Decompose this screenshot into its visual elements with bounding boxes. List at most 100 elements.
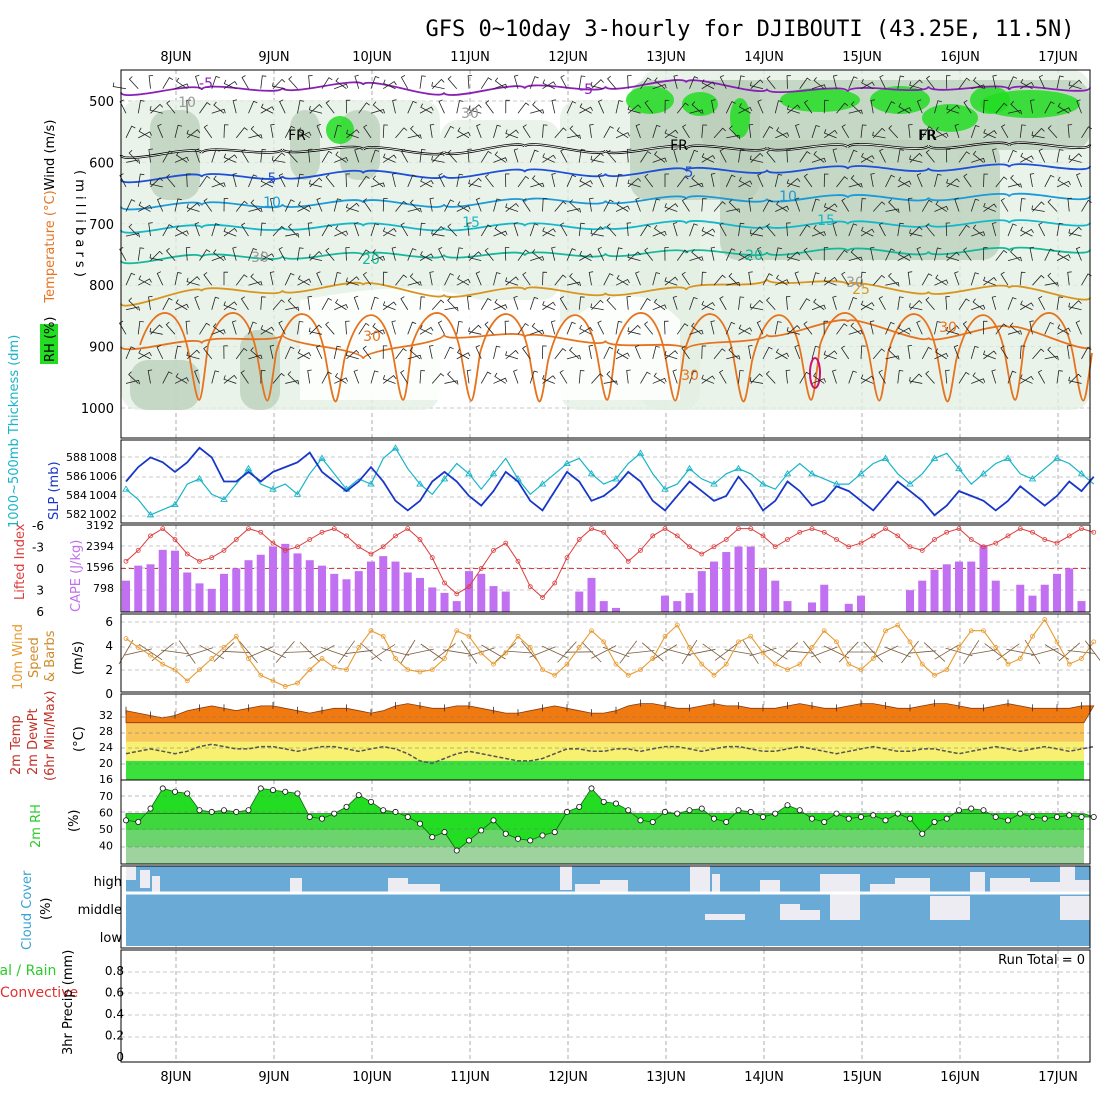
cape-bar [220, 574, 228, 612]
cloud-gap [1060, 896, 1090, 920]
slp-label: SLP (mb) [47, 461, 62, 520]
rh-point [956, 808, 961, 813]
cape-bar [600, 601, 608, 612]
contour-label: 30 [363, 329, 381, 345]
cloud-label: Cloud Cover [20, 870, 35, 950]
cape-bar [232, 568, 240, 612]
contour-label: 10 [779, 189, 797, 205]
rh-point [687, 808, 692, 813]
cape-tick: 798 [93, 582, 114, 595]
rh-high-blob [682, 92, 718, 116]
rh-point [613, 801, 618, 806]
rh-point [907, 816, 912, 821]
cape-bar [404, 572, 412, 612]
cloud-gap [140, 870, 150, 888]
contour-label: 20 [362, 252, 380, 268]
ylabel-temp: Temperature (°C) [43, 190, 58, 303]
cloud-gap [820, 874, 860, 892]
cloud-gap [1075, 880, 1090, 892]
rh-point [393, 809, 398, 814]
cape-label: CAPE (J/kg) [69, 540, 84, 612]
rh-point [969, 806, 974, 811]
rh-point [209, 809, 214, 814]
rh-point [123, 818, 128, 823]
rh-label: 2m RH [29, 804, 44, 848]
cape-bar [490, 586, 498, 612]
cape-bar [306, 560, 314, 612]
cape-bar [992, 581, 1000, 612]
contour-label: 15 [462, 215, 480, 231]
cape-bar [698, 571, 706, 612]
rh-point [773, 811, 778, 816]
pressure-tick: 800 [89, 279, 114, 294]
pressure-tick: 1000 [81, 402, 114, 417]
day-label-bottom: 15JUN [842, 1070, 882, 1085]
rh-point [1054, 814, 1059, 819]
wind-tick: 4 [105, 639, 113, 653]
rh-tick: 60 [99, 807, 113, 820]
thick-tick: 582 [66, 508, 87, 521]
cape-tick: 2394 [86, 540, 114, 553]
cape-bar [196, 583, 204, 612]
cape-bar [588, 578, 596, 612]
rh-point [148, 806, 153, 811]
cape-bar [379, 556, 387, 612]
precip-tick: 0.6 [105, 986, 124, 1000]
thick-tick: 584 [66, 489, 87, 502]
day-label-top: 17JUN [1038, 50, 1078, 65]
cape-bar [710, 562, 718, 612]
thick-label: 1000~500mb Thickness (dm) [7, 335, 22, 528]
cape-bar [318, 566, 326, 612]
rh-point [981, 808, 986, 813]
rh-point [944, 816, 949, 821]
cape-bar [269, 547, 277, 612]
chart-title: GFS 0~10day 3-hourly for DJIBOUTI (43.25… [425, 17, 1074, 42]
contour-label: 10 [263, 195, 281, 211]
ylabel-wind: Wind (m/s) [43, 120, 58, 191]
rh-point [883, 818, 888, 823]
cape-bar [1065, 568, 1073, 612]
upper-yunits: ( m i l l i b a r s ) [72, 170, 87, 277]
thick-tick: 586 [66, 470, 87, 483]
rh-point [136, 819, 141, 824]
rh-point [344, 804, 349, 809]
rh-point [920, 831, 925, 836]
rh-point [736, 808, 741, 813]
rh-point [662, 809, 667, 814]
temp-label-line: 2m Temp [9, 715, 24, 775]
rh-point [577, 804, 582, 809]
li-tick: -3 [32, 541, 44, 555]
rh-band-mid [126, 830, 1084, 847]
contour-label: -5 [579, 82, 593, 98]
precip-label-total: tal / Rain [0, 963, 56, 979]
rh-shade-mid [290, 110, 320, 180]
rh-point [405, 814, 410, 819]
upper-ylabel: RH (%)Temperature (°C)Wind (m/s) [43, 120, 58, 362]
day-label-top: 12JUN [548, 50, 588, 65]
cloud-gap [1030, 882, 1060, 892]
temp-tick: 16 [99, 773, 113, 786]
cloud-gap [760, 880, 780, 892]
cloud-gap [560, 866, 572, 890]
rh-point [417, 821, 422, 826]
rh-point [160, 786, 165, 791]
wind-label-line: 10m Wind [11, 624, 26, 690]
cloud-gap [870, 884, 895, 892]
temp-label-line: 2m DewPt [26, 708, 41, 775]
cape-bar [1078, 601, 1086, 612]
pressure-tick: 500 [89, 95, 114, 110]
rh-point [319, 816, 324, 821]
day-label-top: 15JUN [842, 50, 882, 65]
li-label: Lifted Index [13, 523, 28, 600]
day-label-top: 10JUN [352, 50, 392, 65]
cloud-level-label: high [94, 875, 122, 890]
wind-tick: 2 [105, 663, 113, 677]
cape-bar [330, 574, 338, 612]
cape-bar [245, 560, 253, 612]
day-label-bottom: 10JUN [352, 1070, 392, 1085]
cape-bar [441, 593, 449, 612]
cape-bar [943, 564, 951, 612]
cape-bar [343, 579, 351, 612]
wind-label-line: Speed [27, 637, 42, 678]
